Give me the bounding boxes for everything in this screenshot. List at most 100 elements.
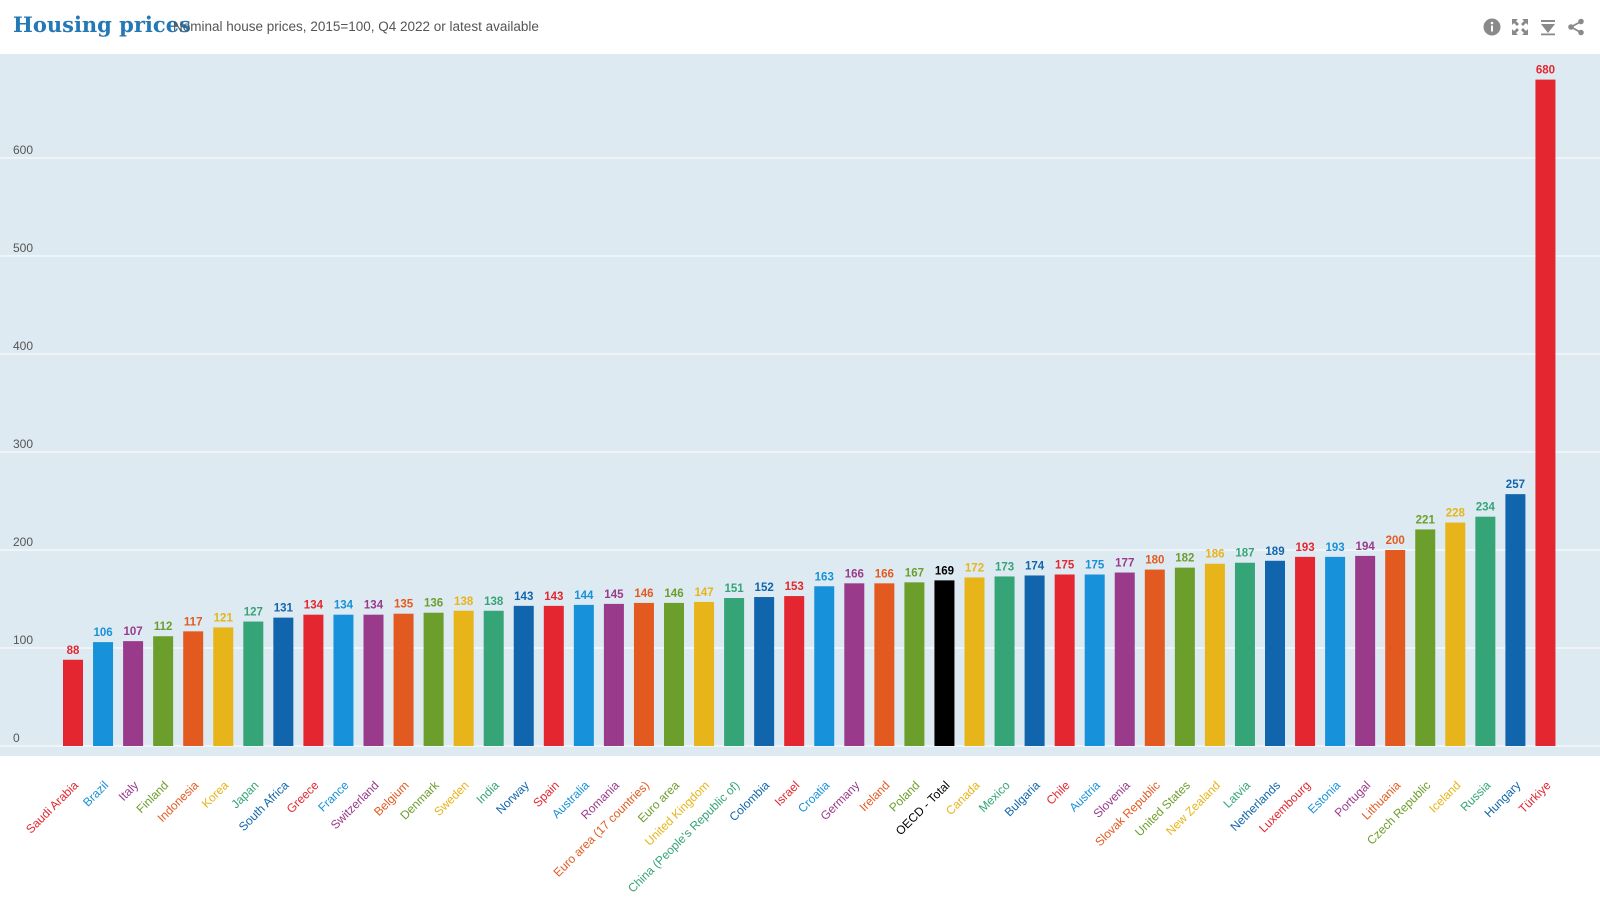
data-label: 172	[965, 562, 984, 574]
data-label: 135	[394, 599, 414, 611]
data-label: 153	[785, 581, 804, 593]
download-icon	[1541, 20, 1555, 36]
data-label: 134	[334, 600, 354, 612]
y-tick-label: 100	[13, 633, 33, 647]
info-icon	[1483, 18, 1501, 36]
y-tick-label: 300	[13, 437, 33, 451]
bar	[63, 659, 83, 746]
data-label: 134	[364, 600, 384, 612]
data-label: 177	[1115, 558, 1134, 570]
x-tick-label: Canada	[943, 778, 983, 818]
bar	[1505, 494, 1526, 746]
bar	[1535, 79, 1556, 747]
bar	[1385, 550, 1406, 746]
data-label: 169	[935, 565, 954, 577]
bar	[844, 583, 865, 746]
data-label: 175	[1055, 560, 1075, 572]
bar	[303, 614, 324, 746]
share-button[interactable]	[1566, 17, 1586, 37]
bar	[1415, 529, 1436, 746]
bar	[1325, 556, 1346, 746]
data-label: 127	[244, 607, 263, 619]
y-tick-label: 0	[13, 731, 20, 745]
bar	[513, 605, 534, 746]
bar	[874, 583, 895, 746]
bar	[153, 636, 174, 746]
bar	[1144, 569, 1165, 746]
data-label: 175	[1085, 560, 1105, 572]
x-tick-label: Korea	[199, 778, 232, 811]
bar	[1054, 574, 1075, 746]
bar	[1295, 556, 1316, 746]
bar	[393, 613, 414, 746]
bar	[453, 610, 474, 746]
bar	[1234, 562, 1255, 746]
x-tick-label: Italy	[116, 778, 141, 803]
bar	[814, 586, 835, 746]
data-label: 152	[755, 582, 774, 594]
data-label: 193	[1295, 542, 1314, 554]
data-label: 200	[1386, 535, 1405, 547]
data-label: 144	[574, 590, 594, 602]
data-label: 146	[664, 588, 683, 600]
data-label: 112	[154, 621, 173, 633]
data-label: 257	[1506, 479, 1525, 491]
data-label: 187	[1235, 548, 1254, 560]
bar	[183, 631, 204, 746]
bar	[1445, 522, 1466, 746]
data-label: 228	[1446, 508, 1466, 520]
bar	[904, 582, 925, 746]
data-label: 234	[1476, 502, 1496, 514]
x-tick-label: Greece	[284, 778, 322, 816]
data-label: 131	[274, 603, 294, 615]
info-button[interactable]	[1482, 17, 1502, 37]
bar	[273, 617, 294, 746]
data-label: 138	[484, 596, 504, 608]
chart-header: Housing prices Nominal house prices, 201…	[0, 0, 1600, 54]
bar	[1174, 567, 1195, 746]
data-label: 163	[815, 571, 834, 583]
data-label: 117	[184, 616, 203, 628]
x-tick-label: Norway	[493, 778, 532, 817]
chart-title: Housing prices	[13, 12, 191, 37]
data-label: 194	[1356, 541, 1376, 553]
y-tick-label: 200	[13, 535, 33, 549]
x-tick-label: Iceland	[1426, 778, 1463, 815]
bar	[934, 580, 955, 746]
bar	[243, 621, 264, 746]
data-label: 106	[93, 627, 112, 639]
data-label: 145	[604, 589, 624, 601]
bar	[694, 601, 715, 746]
data-label: 167	[905, 567, 924, 579]
bar	[664, 602, 684, 746]
data-label: 186	[1205, 549, 1224, 561]
bar	[784, 596, 805, 746]
bar	[573, 604, 594, 746]
download-button[interactable]	[1538, 17, 1558, 37]
data-label: 151	[725, 583, 745, 595]
bar	[1204, 563, 1225, 746]
y-tick-label: 400	[13, 339, 33, 353]
bar	[994, 576, 1015, 746]
data-label: 173	[995, 561, 1014, 573]
chart-toolbar	[1482, 17, 1586, 37]
data-label: 180	[1145, 555, 1164, 567]
bar	[363, 614, 384, 746]
data-label: 680	[1536, 65, 1555, 77]
fullscreen-button[interactable]	[1510, 17, 1530, 37]
bar	[1265, 560, 1285, 746]
data-label: 88	[67, 645, 80, 657]
y-tick-label: 500	[13, 241, 33, 255]
data-label: 189	[1265, 546, 1284, 558]
x-tick-label: Türkiye	[1516, 778, 1554, 816]
bar	[1355, 555, 1376, 746]
data-label: 147	[694, 587, 713, 599]
chart-subtitle: Nominal house prices, 2015=100, Q4 2022 …	[173, 19, 539, 34]
bar	[754, 597, 775, 746]
bar	[724, 598, 745, 746]
x-tick-label: Saudi Arabia	[23, 778, 81, 836]
data-label: 143	[514, 591, 533, 603]
bar	[1024, 575, 1045, 746]
bar	[964, 577, 985, 746]
